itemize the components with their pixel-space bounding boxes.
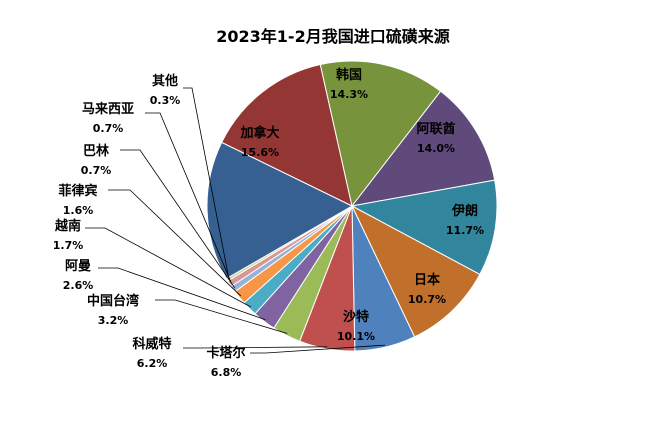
pie-slice-5	[350, 204, 481, 338]
slice-label-pct-8: 3.2%	[98, 314, 129, 327]
chart-title: 2023年1-2月我国进口硫磺来源	[216, 27, 449, 46]
slice-label-name-14: 其他	[152, 73, 178, 89]
leader-line-6	[250, 344, 386, 354]
slice-label-name-4: 日本	[414, 272, 440, 288]
slice-label-name-15: 加拿大	[239, 125, 279, 141]
slice-labels: 韩国 14.3% 阿联酋 14.0% 伊朗 11.7% 日本 10.7% 沙特 10.1% 卡塔尔 6…	[53, 67, 484, 379]
slice-label-pct-5: 10.1%	[337, 330, 375, 343]
slice-label-pct-3: 11.7%	[446, 224, 484, 237]
slice-label-name-11: 菲律宾	[58, 183, 97, 199]
slice-label-name-12: 巴林	[83, 143, 109, 159]
slice-label-pct-9: 2.6%	[63, 279, 94, 292]
slice-label-name-1: 韩国	[336, 67, 362, 83]
pie-slice-3	[350, 90, 496, 207]
leader-line-13	[145, 112, 232, 283]
leader-line-12	[120, 149, 236, 289]
slice-label-pct-12: 0.7%	[81, 164, 112, 177]
slice-label-name-13: 马来西亚	[82, 101, 134, 117]
slice-label-pct-2: 14.0%	[417, 142, 455, 155]
slice-label-name-7: 科威特	[132, 336, 171, 352]
slice-label-pct-10: 1.7%	[53, 239, 84, 252]
slice-label-name-3: 伊朗	[451, 203, 478, 219]
leader-lines	[85, 87, 386, 354]
slice-label-name-10: 越南	[54, 218, 81, 234]
pie-slice-2	[319, 60, 442, 208]
slice-label-pct-6: 6.8%	[211, 366, 242, 379]
slice-label-pct-14: 0.3%	[150, 94, 181, 107]
leader-line-11	[108, 189, 242, 297]
leader-line-9	[98, 267, 266, 321]
slice-label-pct-13: 0.7%	[93, 122, 124, 135]
leader-line-8	[155, 299, 288, 334]
slice-label-name-2: 阿联酋	[416, 121, 455, 137]
slice-label-name-5: 沙特	[343, 309, 369, 325]
slice-label-name-6: 卡塔尔	[206, 345, 245, 361]
slice-label-pct-15: 15.6%	[241, 146, 279, 159]
slice-label-pct-1: 14.3%	[330, 88, 368, 101]
leader-line-14	[183, 87, 230, 279]
pie-slice-1	[221, 63, 353, 207]
leader-line-7	[183, 346, 328, 349]
slice-label-name-9: 阿曼	[65, 259, 91, 274]
pie-slices	[206, 60, 498, 352]
pie-slice-4	[350, 179, 498, 276]
leader-line-10	[85, 227, 251, 308]
slice-label-pct-4: 10.7%	[408, 293, 446, 306]
slice-label-name-8: 中国台湾	[87, 293, 139, 309]
slice-label-pct-7: 6.2%	[137, 357, 168, 370]
slice-label-pct-11: 1.6%	[63, 204, 94, 217]
